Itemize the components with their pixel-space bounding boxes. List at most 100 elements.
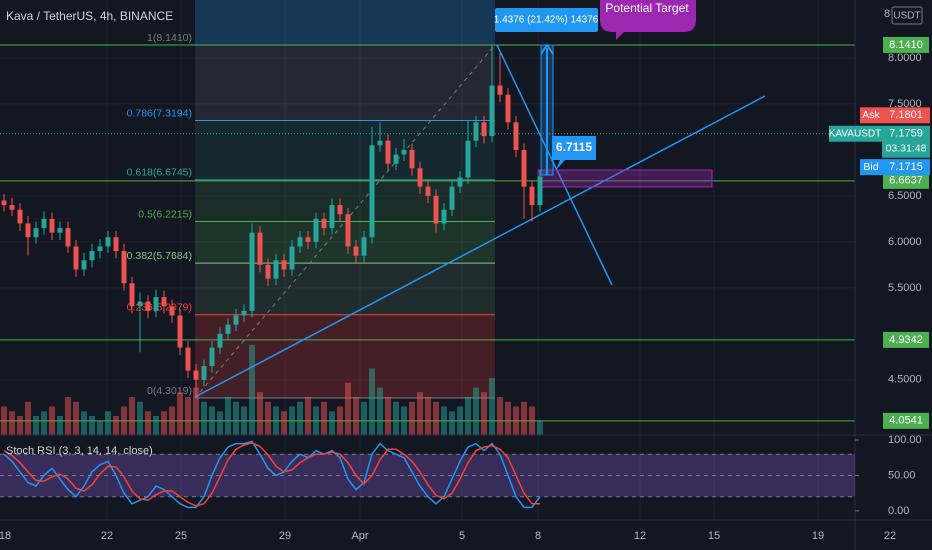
volume-bar (153, 416, 159, 435)
candle-body (481, 122, 487, 137)
volume-bar (425, 397, 431, 435)
candle-body (169, 306, 175, 316)
volume-bar (49, 406, 55, 435)
volume-bar (65, 397, 71, 435)
candle-body (449, 186, 455, 210)
fib-zone (195, 263, 495, 315)
fib-top-zone (195, 0, 495, 45)
candle-body (369, 145, 375, 238)
target-box-text: 1.4376 (21.42%) 14376 (494, 15, 599, 26)
candle-body (273, 260, 279, 279)
y-tick-label: 5.5000 (888, 282, 922, 294)
level-label-bg (883, 412, 929, 429)
volume-bar (161, 411, 167, 435)
ask-value-bg (882, 107, 930, 124)
volume-bar (305, 397, 311, 435)
volume-bar (129, 397, 135, 435)
candle-body (1, 200, 7, 206)
volume-bar (113, 416, 119, 435)
volume-bar (497, 397, 503, 435)
bid-value: 7.1715 (889, 161, 923, 173)
candle-body (417, 168, 423, 187)
candle-body (241, 310, 247, 316)
callout-bg (600, 0, 696, 40)
scale-mark: 8 (884, 8, 890, 20)
volume-bar (457, 406, 463, 435)
candle-body (385, 140, 391, 164)
candle-body (433, 195, 439, 224)
candle-body (513, 122, 519, 150)
candle-body (457, 177, 463, 187)
volume-bar (81, 411, 87, 435)
candle-body (441, 209, 447, 224)
candle-body (361, 237, 367, 256)
level-label: 6.6637 (889, 175, 923, 187)
candle-body (217, 333, 223, 348)
candle-body (105, 237, 111, 247)
last-name-bg (829, 125, 882, 142)
volume-bar (537, 420, 543, 435)
position-arrowhead (540, 43, 554, 55)
y-tick-label: 8.0000 (888, 52, 922, 64)
price-axis-bg (855, 0, 932, 520)
volume-bar (481, 392, 487, 435)
volume-bar (17, 416, 23, 435)
candle-body (49, 218, 55, 233)
volume-bar (369, 368, 375, 435)
candle-body (65, 228, 71, 247)
candle-body (97, 246, 103, 252)
x-tick-label: 22 (101, 530, 113, 542)
volume-bar (393, 401, 399, 435)
candle-body (521, 149, 527, 187)
ask-name-bg (860, 107, 882, 124)
volume-bar (41, 411, 47, 435)
candle-body (33, 228, 39, 238)
volume-bar (1, 406, 7, 435)
candle-body (329, 205, 335, 229)
candle-body (193, 370, 199, 380)
volume-bar (249, 344, 255, 435)
volume-bar (513, 406, 519, 435)
volume-bar (217, 411, 223, 435)
volume-bar (9, 411, 15, 435)
x-tick-label: 19 (812, 530, 824, 542)
candle-body (145, 301, 151, 311)
volume-bar (25, 401, 31, 435)
bid-name: Bid (863, 161, 878, 173)
volume-bar (377, 387, 383, 435)
volume-bar (177, 392, 183, 435)
candle-body (313, 218, 319, 242)
rsi-tick-label: 50.00 (888, 469, 916, 481)
candle-body (425, 186, 431, 196)
rsi-line (3, 440, 541, 509)
volume-bar (345, 382, 351, 435)
volume-bar (529, 406, 535, 435)
candle-body (505, 94, 511, 123)
ask-name: Ask (862, 109, 880, 121)
fib-zone (195, 120, 495, 180)
candle-body (473, 122, 479, 141)
trend-line-down (496, 44, 613, 286)
volume-bar (465, 397, 471, 435)
candle-body (41, 218, 47, 229)
candle-body (321, 218, 327, 229)
volume-bar (297, 401, 303, 435)
rsi-line (3, 442, 540, 507)
volume-bar (353, 397, 359, 435)
x-tick-label: 5 (459, 530, 465, 542)
candle-body (497, 85, 503, 95)
candle-body (209, 347, 215, 367)
volume-bar (385, 397, 391, 435)
x-tick-label: 8 (535, 530, 541, 542)
chart-title: Kava / TetherUS, 4h, BINANCE (6, 9, 173, 23)
volume-bar (201, 401, 207, 435)
currency-label: USDT (893, 11, 920, 22)
candle-body (305, 237, 311, 242)
candle-body (489, 85, 495, 137)
volume-bar (73, 401, 79, 435)
fib-zone (195, 221, 495, 264)
candle-body (9, 205, 15, 210)
candle-body (401, 149, 407, 155)
fib-label: 0.618(6.6745) (127, 167, 192, 179)
target-zone (537, 169, 713, 188)
